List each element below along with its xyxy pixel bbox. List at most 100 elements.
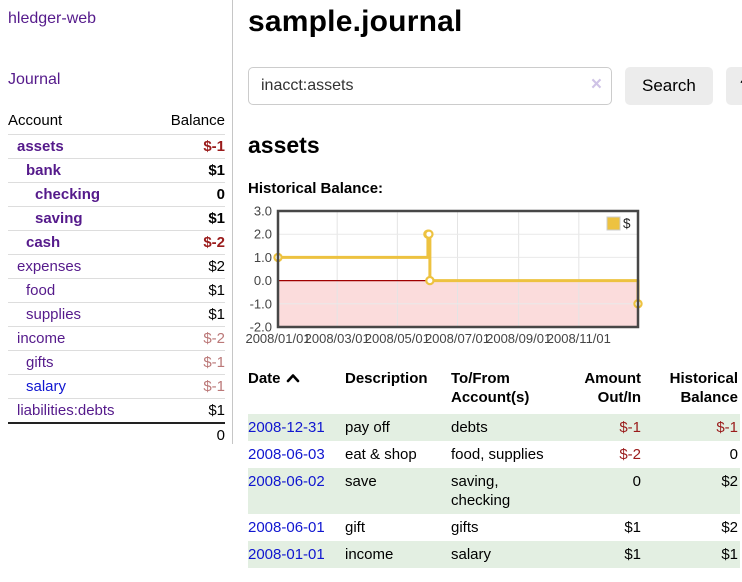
account-row: cash $-2 (8, 230, 225, 255)
amount-cell: $-1 (619, 419, 641, 436)
account-balance-cell: $-1 (203, 138, 225, 155)
account-link-assets[interactable]: assets (17, 138, 64, 155)
register-header-row: Date Description To/From Account(s) Amou… (248, 367, 740, 414)
svg-text:2008/07/01: 2008/07/01 (425, 331, 490, 346)
historical-balance-chart: $3.0 2.0 1.0 0.0 -1.0 -2.0 2008/01/01 2008/03/0… (245, 204, 648, 354)
balance-cell: $2 (721, 519, 738, 536)
account-link-bank[interactable]: bank (26, 162, 62, 179)
account-name-cell: liabilities:debts (8, 399, 152, 424)
accounts-cell: saving, checking (451, 473, 511, 509)
accounts-table: Account Balance assets $-1 bank $1 checking 0… (8, 109, 225, 447)
account-name-cell: income (8, 327, 152, 351)
account-balance-cell: $-2 (203, 330, 225, 347)
sidebar-nav: Journal (8, 71, 225, 89)
search-button[interactable]: Search (625, 67, 713, 105)
account-heading: assets (248, 132, 320, 158)
accounts-total-value: 0 (216, 427, 225, 444)
transaction-date-link[interactable]: 2008-06-03 (248, 446, 325, 463)
description-cell: income (345, 546, 394, 563)
accounts-total-row: 0 (8, 423, 225, 447)
account-link-income[interactable]: income (17, 330, 66, 347)
date-cell: 2008-06-03 (248, 441, 345, 468)
account-link-cash[interactable]: cash (26, 234, 61, 251)
description-cell: gift (345, 519, 366, 536)
register-row: 2008-06-03 eat & shop food, supplies $-2 0 (248, 441, 740, 468)
account-row: food $1 (8, 278, 225, 303)
brand-link[interactable]: hledger-web (8, 10, 97, 27)
svg-text:-2.0: -2.0 (250, 320, 272, 335)
account-balance-cell: $1 (208, 402, 225, 419)
account-link-expenses[interactable]: expenses (17, 258, 82, 275)
account-link-liabilities-debts[interactable]: liabilities:debts (17, 402, 115, 419)
account-balance-cell: $-1 (203, 354, 225, 371)
search-input[interactable] (248, 67, 612, 105)
account-balance-cell: $2 (208, 258, 225, 275)
account-name-cell: assets (8, 135, 152, 159)
account-name-cell: expenses (8, 255, 152, 279)
account-balance-cell: $-2 (203, 234, 225, 251)
svg-text:2008/01/01: 2008/01/01 (245, 331, 310, 346)
account-link-gifts[interactable]: gifts (26, 354, 54, 371)
date-cell: 2008-12-31 (248, 414, 345, 441)
account-link-salary[interactable]: salary (26, 378, 67, 395)
account-name-cell: checking (8, 183, 152, 207)
account-balance-cell: $1 (208, 210, 225, 227)
transaction-date-link[interactable]: 2008-06-01 (248, 519, 325, 536)
account-link-food[interactable]: food (26, 282, 56, 299)
account-name-cell: food (8, 279, 152, 303)
description-cell: save (345, 473, 377, 490)
register-header-date[interactable]: Date (248, 367, 345, 414)
clear-search-icon[interactable]: × (590, 74, 602, 95)
accounts-cell: salary (451, 546, 492, 563)
transaction-date-link[interactable]: 2008-12-31 (248, 419, 325, 436)
register-row: 2008-06-02 save saving, checking 0 $2 (248, 468, 740, 514)
account-row: liabilities:debts $1 (8, 398, 225, 424)
svg-text:-1.0: -1.0 (250, 296, 272, 311)
date-cell: 2008-06-02 (248, 468, 345, 514)
account-link-saving[interactable]: saving (35, 210, 83, 227)
register-row: 2008-01-01 income salary $1 $1 (248, 541, 740, 568)
nav-journal-link[interactable]: Journal (8, 71, 61, 88)
register-row: 2008-06-01 gift gifts $1 $2 (248, 514, 740, 541)
svg-text:2008/03/01: 2008/03/01 (305, 331, 370, 346)
search-bar: × Search ? (248, 67, 742, 105)
help-button[interactable]: ? (725, 67, 742, 105)
transaction-date-link[interactable]: 2008-06-02 (248, 473, 325, 490)
svg-text:2008/09/01: 2008/09/01 (486, 331, 551, 346)
accounts-cell: food, supplies (451, 446, 544, 463)
accounts-cell: debts (451, 419, 488, 436)
account-row: saving $1 (8, 206, 225, 231)
accounts-header-balance: Balance (170, 112, 225, 129)
balance-cell: 0 (729, 446, 738, 463)
balance-cell: $2 (721, 473, 738, 490)
account-link-supplies[interactable]: supplies (26, 306, 82, 323)
app-layout: hledger-web Journal Account Balance asse… (0, 0, 742, 568)
sidebar: hledger-web Journal Account Balance asse… (0, 0, 233, 444)
register-header-description: Description (345, 370, 428, 387)
account-row: bank $1 (8, 158, 225, 183)
balance-cell: $1 (721, 546, 738, 563)
account-link-checking[interactable]: checking (35, 186, 101, 203)
account-balance-cell: 0 (216, 186, 225, 203)
register-header-date-label: Date (248, 370, 281, 387)
main-content: sample.journal × Search ? assets Histori… (233, 0, 742, 568)
search-input-wrap: × (248, 67, 612, 105)
register-header-balance: Historical Balance (669, 370, 738, 406)
transaction-date-link[interactable]: 2008-01-01 (248, 546, 325, 563)
svg-text:1.0: 1.0 (254, 250, 272, 265)
account-row: income $-2 (8, 326, 225, 351)
amount-cell: 0 (632, 473, 641, 490)
svg-text:2.0: 2.0 (254, 227, 272, 242)
account-row: assets $-1 (8, 134, 225, 159)
svg-text:0.0: 0.0 (254, 273, 272, 288)
amount-cell: $-2 (619, 446, 641, 463)
date-cell: 2008-01-01 (248, 541, 345, 568)
account-name-cell: bank (8, 159, 152, 183)
account-name-cell: supplies (8, 303, 152, 327)
register-header-amount: Amount Out/In (584, 370, 641, 406)
account-name-cell: salary (8, 375, 152, 399)
account-balance-cell: $1 (208, 282, 225, 299)
accounts-header-row: Account Balance (8, 109, 225, 135)
svg-text:2008/11/01: 2008/11/01 (547, 331, 611, 346)
register-table: Date Description To/From Account(s) Amou… (248, 367, 740, 568)
